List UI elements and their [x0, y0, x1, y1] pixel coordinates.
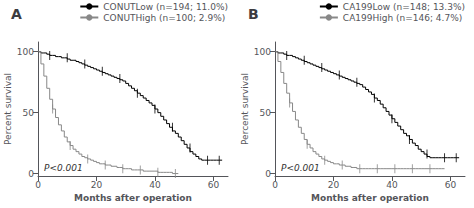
- svg-text:P<0.001: P<0.001: [44, 163, 83, 173]
- svg-text:CA199Low (n=148; 13.3%): CA199Low (n=148; 13.3%): [343, 2, 465, 12]
- svg-text:Percent survival: Percent survival: [3, 73, 13, 145]
- svg-text:20: 20: [328, 180, 340, 190]
- svg-text:60: 60: [208, 180, 220, 190]
- svg-text:Months after operation: Months after operation: [311, 193, 429, 203]
- svg-text:B: B: [248, 6, 259, 22]
- svg-text:A: A: [11, 6, 22, 22]
- svg-text:50: 50: [23, 108, 35, 118]
- svg-text:0: 0: [265, 169, 271, 179]
- svg-text:40: 40: [149, 180, 161, 190]
- svg-text:0: 0: [28, 169, 34, 179]
- svg-text:100: 100: [254, 47, 271, 57]
- svg-text:0: 0: [272, 180, 278, 190]
- svg-text:60: 60: [445, 180, 457, 190]
- svg-text:40: 40: [386, 180, 398, 190]
- svg-text:Months after operation: Months after operation: [74, 193, 192, 203]
- svg-text:50: 50: [260, 108, 272, 118]
- svg-text:CA199High (n=146; 4.7%): CA199High (n=146; 4.7%): [343, 13, 462, 23]
- svg-text:Percent survival: Percent survival: [240, 73, 250, 145]
- svg-text:P<0.001: P<0.001: [281, 163, 320, 173]
- svg-text:CONUTHigh (n=100; 2.9%): CONUTHigh (n=100; 2.9%): [103, 13, 225, 23]
- svg-text:20: 20: [91, 180, 103, 190]
- svg-text:100: 100: [17, 47, 34, 57]
- svg-text:0: 0: [35, 180, 41, 190]
- svg-text:CONUTLow (n=194; 11.0%): CONUTLow (n=194; 11.0%): [103, 2, 228, 12]
